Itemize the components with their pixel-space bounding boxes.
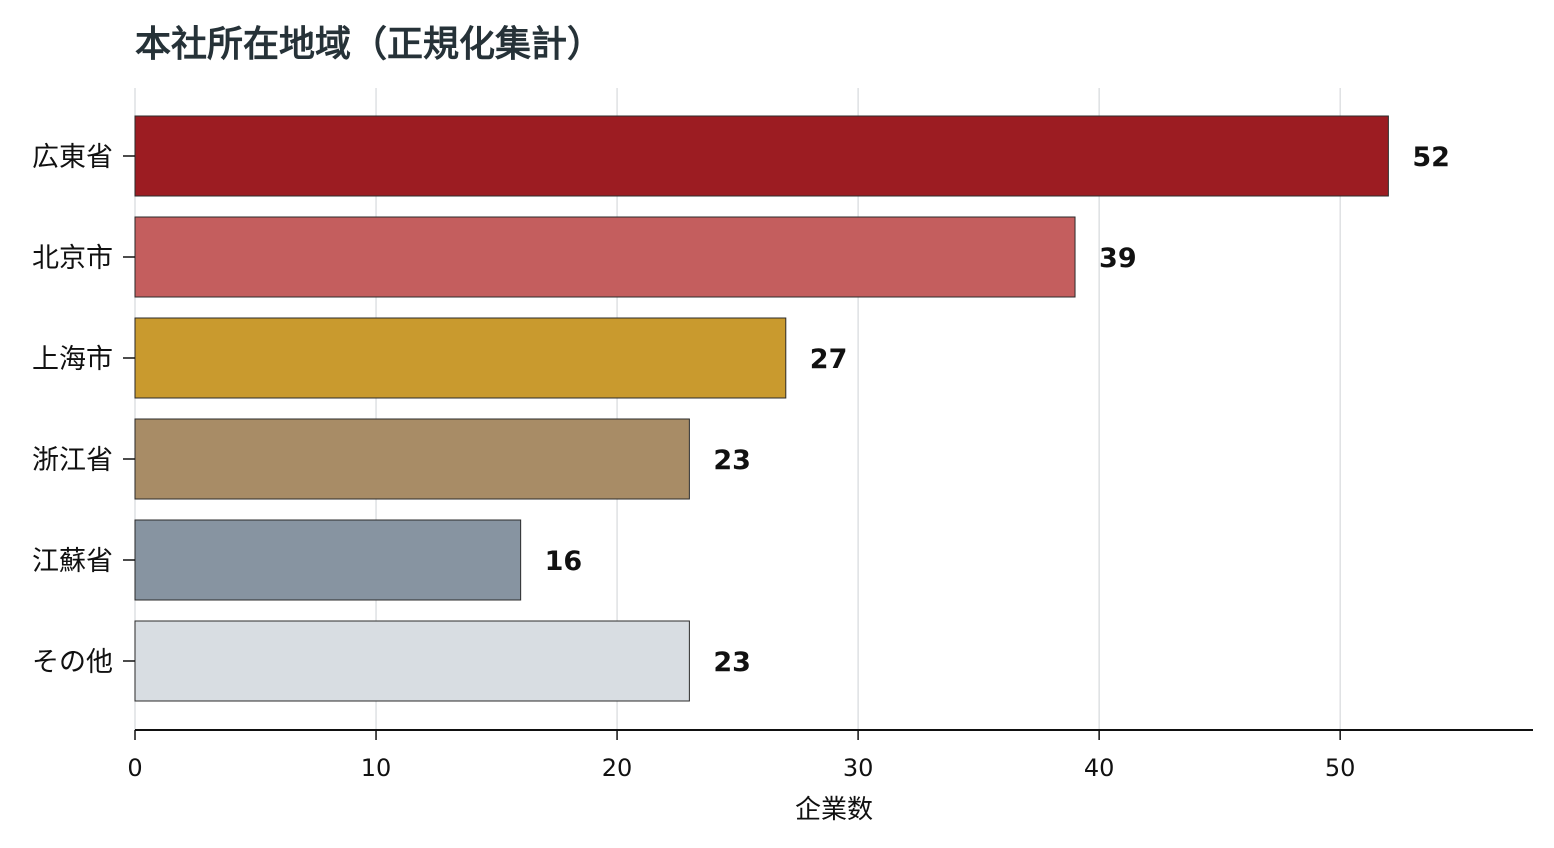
x-tick-label-30: 30	[843, 754, 874, 782]
x-tick-label-20: 20	[602, 754, 633, 782]
category-label-4: 江蘇省	[32, 546, 113, 577]
bar-4	[134, 519, 522, 601]
x-tick-label-10: 10	[361, 754, 392, 782]
data-label-4: 16	[545, 546, 583, 577]
x-axis-title: 企業数	[795, 795, 873, 825]
bars	[134, 115, 1389, 702]
category-label-1: 北京市	[32, 243, 113, 274]
bar-2	[134, 317, 787, 399]
category-label-5: その他	[32, 647, 113, 678]
data-label-1: 39	[1099, 243, 1137, 274]
data-label-3: 23	[713, 445, 751, 476]
data-labels: 52 39 27 23 16 23	[545, 142, 1450, 678]
data-label-0: 52	[1412, 142, 1450, 173]
category-label-3: 浙江省	[32, 445, 113, 476]
x-tick-label-50: 50	[1325, 754, 1356, 782]
data-label-5: 23	[713, 647, 751, 678]
bar-0	[134, 115, 1389, 197]
bar-1	[134, 216, 1076, 298]
x-tick-label-0: 0	[127, 754, 142, 782]
data-label-2: 27	[810, 344, 848, 375]
category-label-0: 広東省	[32, 142, 113, 173]
x-tick-label-40: 40	[1084, 754, 1115, 782]
category-label-2: 上海市	[32, 344, 113, 375]
bar-3	[134, 418, 690, 500]
value-axis: 0 10 20 30 40 50	[127, 729, 1533, 782]
bar-5	[134, 620, 690, 702]
chart-title: 本社所在地域（正規化集計）	[135, 24, 603, 65]
